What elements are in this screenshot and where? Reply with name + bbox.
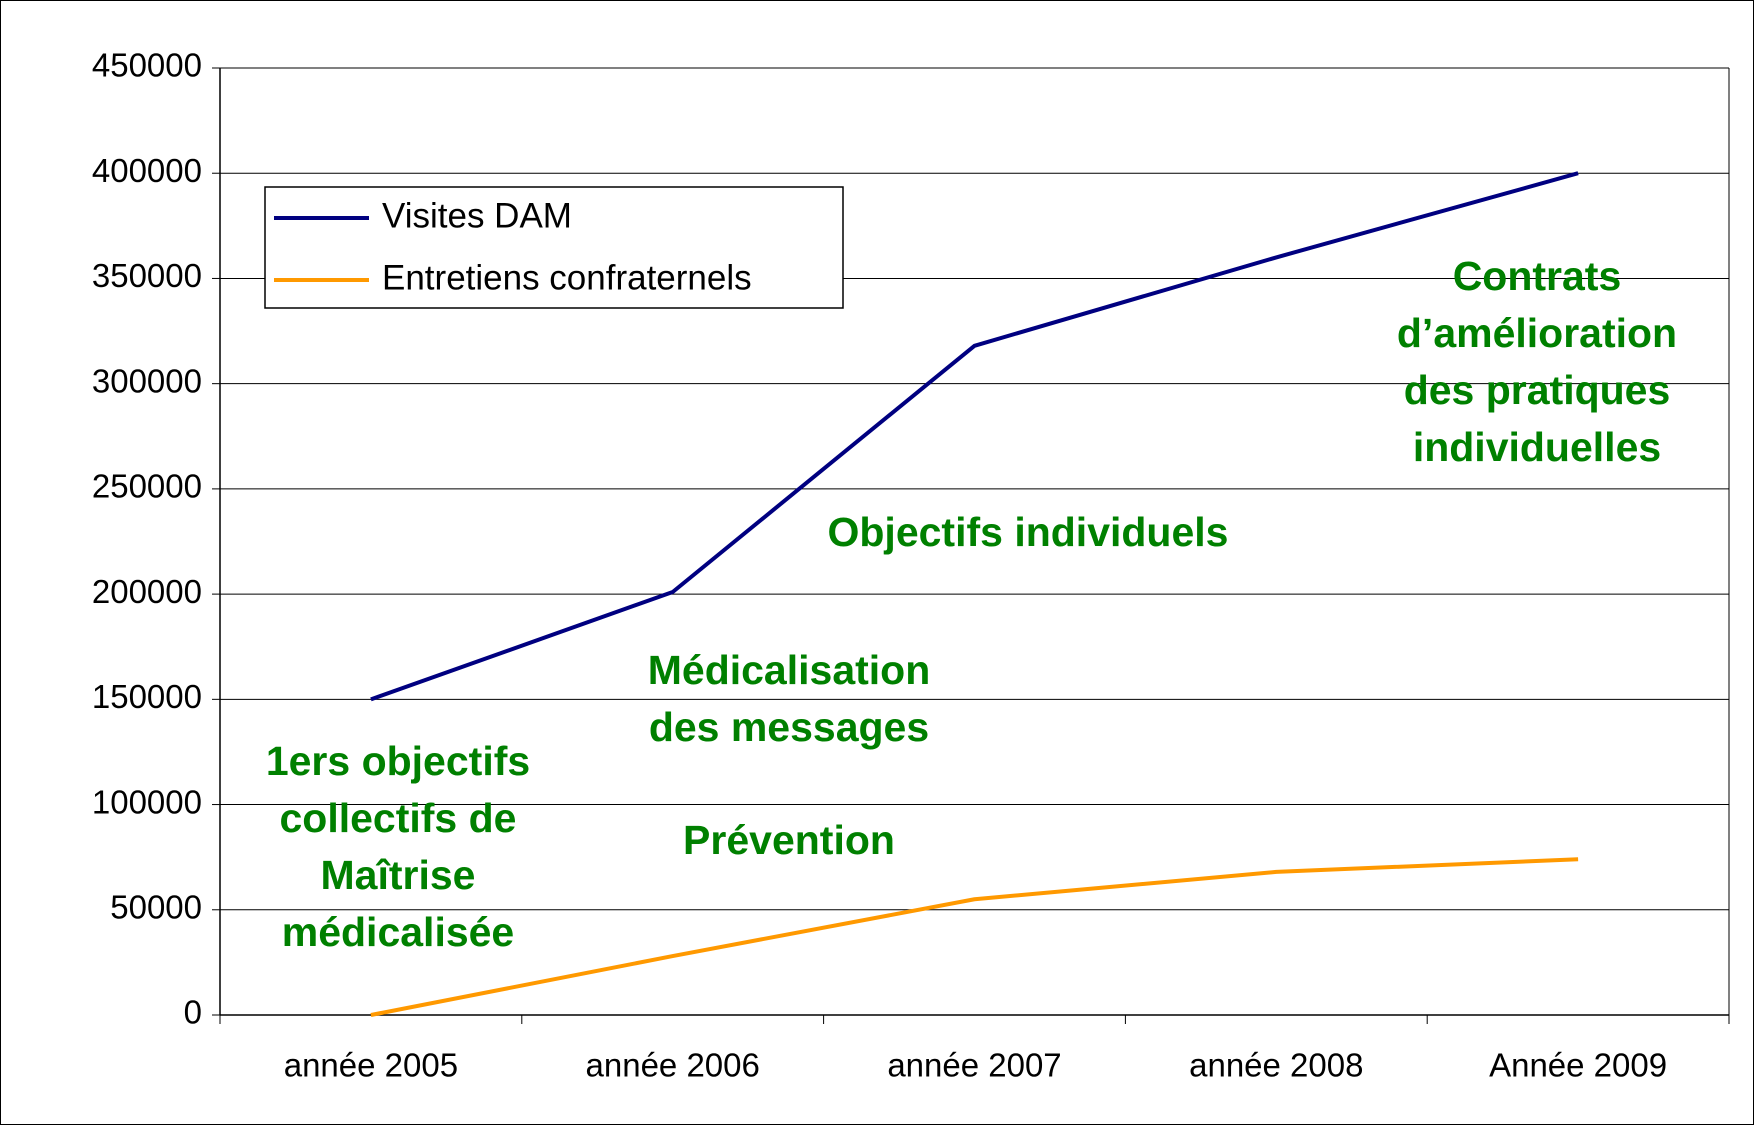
x-tick-label: année 2005 — [284, 1047, 458, 1084]
series-line — [370, 171, 1579, 702]
annotation: Médicalisation — [648, 647, 931, 693]
annotation: collectifs de — [280, 795, 517, 841]
legend-label: Visites DAM — [382, 196, 572, 235]
legend-box — [264, 186, 844, 309]
x-tick-label: Année 2009 — [1489, 1047, 1667, 1084]
annotation: des messages — [649, 704, 929, 750]
annotation: Contrats — [1453, 253, 1622, 299]
x-tick-label: année 2008 — [1189, 1047, 1363, 1084]
annotation: Maîtrise — [321, 852, 476, 898]
y-tick-label: 0 — [184, 994, 202, 1031]
annotation: 1ers objectifs — [266, 738, 530, 784]
annotation: Prévention — [683, 817, 895, 863]
y-tick-label: 200000 — [92, 573, 202, 610]
series-line — [370, 857, 1579, 1017]
y-tick-label: 50000 — [110, 888, 202, 925]
y-tick-label: 450000 — [92, 47, 202, 84]
y-tick-label: 100000 — [92, 783, 202, 820]
annotation: Objectifs individuels — [828, 509, 1229, 555]
x-tick-label: année 2006 — [586, 1047, 760, 1084]
x-tick-label: année 2007 — [887, 1047, 1061, 1084]
y-tick-label: 250000 — [92, 468, 202, 505]
legend-label: Entretiens confraternels — [382, 258, 752, 297]
annotation: individuelles — [1413, 424, 1661, 470]
annotation: médicalisée — [282, 909, 515, 955]
y-tick-label: 400000 — [92, 152, 202, 189]
y-tick-label: 150000 — [92, 678, 202, 715]
y-tick-label: 350000 — [92, 257, 202, 294]
annotation: d’amélioration — [1397, 310, 1677, 356]
annotation: des pratiques — [1404, 367, 1671, 413]
y-tick-label: 300000 — [92, 362, 202, 399]
